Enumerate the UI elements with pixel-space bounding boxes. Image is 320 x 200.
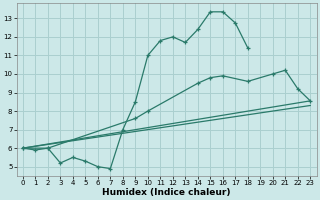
X-axis label: Humidex (Indice chaleur): Humidex (Indice chaleur) — [102, 188, 231, 197]
